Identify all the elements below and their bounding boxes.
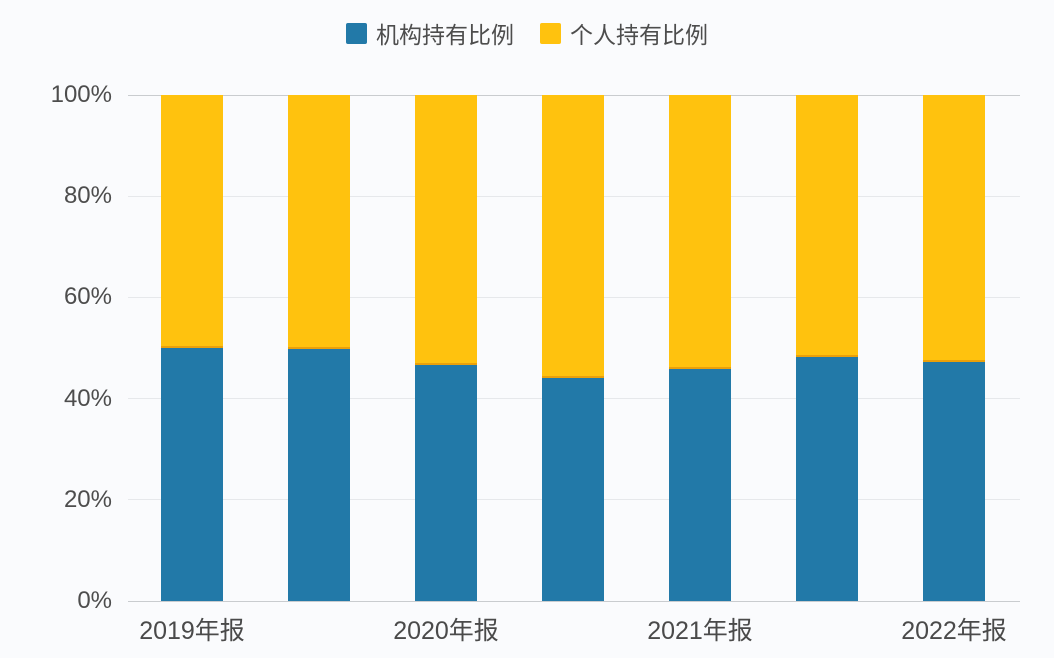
bar-segment-individual[interactable] [923,95,985,363]
x-axis-label: 2022年报 [901,617,1007,645]
bar[interactable] [161,95,223,601]
bar[interactable] [542,95,604,601]
bar[interactable] [288,95,350,601]
bar-segment-institutional[interactable] [542,378,604,601]
gridline [128,600,1020,602]
legend-label-institutional: 机构持有比例 [376,22,514,48]
bar[interactable] [923,95,985,601]
bar-segment-institutional[interactable] [669,369,731,601]
bar-segment-institutional[interactable] [415,364,477,601]
bar[interactable] [669,95,731,601]
bar-segment-institutional[interactable] [796,357,858,601]
plot-area [128,94,1020,602]
bar-segment-individual[interactable] [415,95,477,365]
y-axis-label: 0% [77,587,112,614]
chart-legend: 机构持有比例 个人持有比例 [0,16,1054,50]
legend-label-individual: 个人持有比例 [570,22,708,48]
y-axis-label: 40% [63,384,112,412]
legend-swatch-institutional-icon [346,22,367,44]
y-axis-label: 60% [63,283,112,311]
legend-swatch-individual-icon [540,22,561,44]
bar-segment-individual[interactable] [542,95,604,379]
legend-item-individual[interactable]: 个人持有比例 [540,16,708,50]
bar-segment-institutional[interactable] [161,348,223,601]
y-axis-label: 20% [63,485,112,513]
bar[interactable] [415,95,477,601]
y-axis-label: 80% [63,182,112,210]
bar-segment-individual[interactable] [288,95,350,349]
bar-segment-individual[interactable] [796,95,858,358]
legend-item-institutional[interactable]: 机构持有比例 [346,16,514,50]
bar[interactable] [796,95,858,601]
x-axis-label: 2020年报 [393,617,499,645]
bar-segment-individual[interactable] [669,95,731,370]
y-axis-label: 100% [50,81,112,108]
x-axis-label: 2019年报 [139,617,245,645]
bar-segment-institutional[interactable] [923,362,985,601]
bar-segment-institutional[interactable] [288,349,350,601]
bar-segment-individual[interactable] [161,95,223,348]
x-axis-label: 2021年报 [647,617,753,645]
